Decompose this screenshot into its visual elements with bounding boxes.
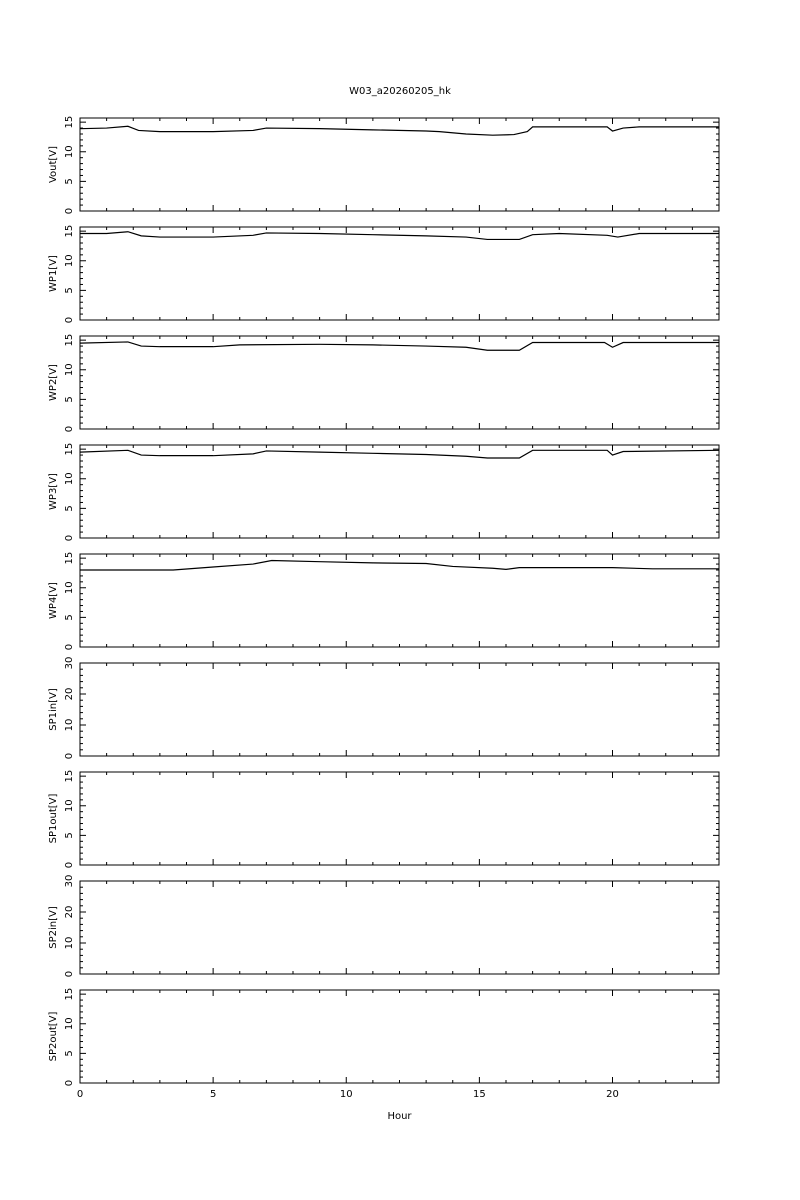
series-line [79, 125, 719, 136]
plot-frame [79, 444, 720, 539]
plot-frame [79, 335, 720, 430]
y-tick-label: 10 [64, 581, 75, 594]
y-tick-label: 5 [64, 396, 75, 402]
chart-title: W03_a20260205_hk [349, 86, 451, 97]
y-axis-label: SP1in[V] [48, 688, 59, 731]
y-tick-label: 30 [64, 657, 75, 670]
panel-1: 0 5 10 15 Vout[V] [48, 116, 720, 214]
y-axis-label: Vout[V] [48, 146, 59, 183]
y-axis-label: WP3[V] [48, 473, 59, 510]
y-tick-label: 0 [64, 862, 75, 868]
y-tick-label: 10 [64, 145, 75, 158]
x-tick-label: 20 [606, 1089, 619, 1100]
y-tick-label: 15 [64, 334, 75, 347]
plot-frame [79, 662, 720, 757]
x-tick-label: 10 [340, 1089, 353, 1100]
y-tick-label: 5 [64, 287, 75, 293]
panel-8: 0 10 20 30 SP2in[V] [48, 875, 720, 977]
y-tick-label: 10 [64, 254, 75, 267]
y-tick-label: 10 [64, 1017, 75, 1030]
y-tick-label: 5 [64, 178, 75, 184]
y-tick-label: 0 [64, 644, 75, 650]
plot-frame [79, 989, 720, 1084]
y-axis-label: WP4[V] [48, 582, 59, 619]
y-tick-label: 0 [64, 1080, 75, 1086]
series-line [80, 559, 719, 571]
y-axis-label: SP2out[V] [48, 1012, 59, 1062]
y-tick-label: 10 [64, 363, 75, 376]
panel-5: 0 5 10 15 WP4[V] [48, 552, 720, 650]
panel-2: 0 5 10 15 WP1[V] [48, 225, 720, 323]
y-tick-label: 20 [64, 906, 75, 919]
y-axis-label: SP2in[V] [48, 906, 59, 949]
y-tick-label: 15 [64, 552, 75, 565]
y-tick-label: 15 [64, 770, 75, 783]
y-tick-label: 0 [64, 317, 75, 323]
panel-9: 0 5 10 15 SP2out[V] 0 5 10 15 20 Hour [48, 988, 720, 1122]
y-tick-label: 15 [64, 443, 75, 456]
panel-6: 0 10 20 30 SP1in[V] [48, 657, 720, 759]
x-axis-label: Hour [387, 1111, 412, 1122]
series-line [79, 341, 719, 351]
x-tick-label: 15 [473, 1089, 486, 1100]
y-tick-label: 0 [64, 426, 75, 432]
y-tick-label: 10 [64, 472, 75, 485]
y-axis-label: SP1out[V] [48, 794, 59, 844]
panel-3: 0 5 10 15 WP2[V] [48, 334, 720, 432]
y-tick-label: 15 [64, 116, 75, 129]
y-tick-label: 15 [64, 225, 75, 238]
x-tick-label: 0 [77, 1089, 83, 1100]
y-tick-label: 15 [64, 988, 75, 1001]
series-line [79, 449, 720, 459]
x-tick-label: 5 [210, 1089, 216, 1100]
plot-frame [79, 226, 720, 321]
y-axis-label: WP2[V] [48, 364, 59, 401]
y-tick-label: 30 [64, 875, 75, 888]
y-tick-label: 0 [64, 208, 75, 214]
y-tick-label: 10 [64, 937, 75, 950]
y-tick-label: 5 [64, 505, 75, 511]
y-axis-label: WP1[V] [48, 255, 59, 292]
panel-4: 0 5 10 15 WP3[V] [48, 443, 720, 541]
y-tick-label: 5 [64, 614, 75, 620]
y-tick-label: 20 [64, 688, 75, 701]
panel-7: 0 5 10 15 SP1out[V] [48, 770, 720, 868]
y-tick-label: 5 [64, 1050, 75, 1056]
y-tick-label: 0 [64, 971, 75, 977]
y-tick-label: 5 [64, 832, 75, 838]
y-tick-label: 0 [64, 535, 75, 541]
y-tick-label: 10 [64, 799, 75, 812]
plot-frame [79, 771, 720, 866]
plot-frame [79, 880, 720, 975]
y-tick-label: 0 [64, 753, 75, 759]
series-line [80, 231, 719, 241]
y-tick-label: 10 [64, 719, 75, 732]
